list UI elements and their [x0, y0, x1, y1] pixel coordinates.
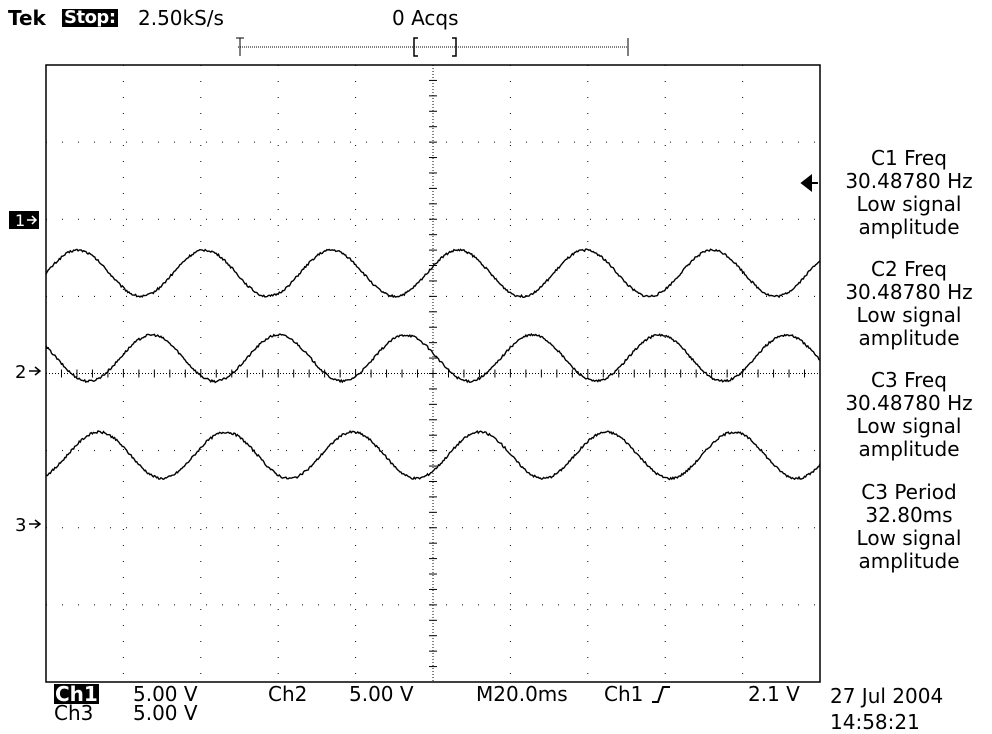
measurement-value: 30.48780 Hz	[845, 169, 973, 193]
channel-1-trace	[45, 248, 821, 299]
measurement-c1-freq: C1 Freq 30.48780 Hz Low signal amplitude	[826, 147, 992, 239]
measurement-value: 30.48780 Hz	[845, 391, 973, 415]
measurement-c2-freq: C2 Freq 30.48780 Hz Low signal amplitude	[826, 258, 992, 350]
measurement-status: Low signal	[856, 303, 962, 327]
sample-rate: 2.50kS/s	[138, 6, 224, 30]
graticule-grid	[45, 64, 821, 683]
measurement-status: Low signal	[856, 414, 962, 438]
measurement-status: Low signal	[856, 192, 962, 216]
measurement-status: amplitude	[858, 326, 960, 350]
waveform-traces	[45, 248, 821, 481]
timebase: M20.0ms	[476, 682, 568, 706]
channel-1-marker: 1	[9, 211, 39, 230]
channel-2-marker: 2	[15, 362, 42, 383]
ch1-scale: 5.00 V	[133, 682, 198, 706]
rising-edge-icon	[652, 686, 670, 703]
acquisition-count: 0 Acqs	[392, 6, 459, 30]
trigger-level: 2.1 V	[748, 682, 800, 706]
measurement-c3-freq: C3 Freq 30.48780 Hz Low signal amplitude	[826, 369, 992, 461]
record-position-bar	[236, 37, 629, 57]
measurement-title: C2 Freq	[871, 257, 947, 281]
channel-2-trace	[45, 332, 821, 384]
ch3-label: Ch3	[54, 701, 94, 725]
run-state-badge: Stop:	[62, 7, 118, 28]
measurement-value: 32.80ms	[865, 503, 953, 527]
measurement-status: amplitude	[858, 549, 960, 573]
trigger-level-arrow-icon	[800, 173, 818, 193]
measurement-status: Low signal	[856, 526, 962, 550]
measurement-c3-period: C3 Period 32.80ms Low signal amplitude	[826, 481, 992, 573]
channel-3-marker: 3	[15, 515, 42, 536]
date-label: 27 Jul 2004	[830, 684, 944, 708]
ch1-label: Ch1	[54, 682, 99, 706]
ch2-scale: 5.00 V	[349, 682, 414, 706]
brand-label: Tek	[8, 6, 46, 30]
measurement-title: C3 Period	[861, 480, 957, 504]
ch2-label: Ch2	[268, 682, 308, 706]
measurement-status: amplitude	[858, 437, 960, 461]
svg-text:1: 1	[15, 211, 25, 230]
measurement-title: C3 Freq	[871, 368, 947, 392]
measurement-title: C1 Freq	[871, 146, 947, 170]
trigger-source: Ch1	[604, 682, 644, 706]
ch3-scale: 5.00 V	[133, 701, 198, 725]
channel-3-trace	[45, 429, 821, 481]
measurement-status: amplitude	[858, 215, 960, 239]
svg-text:3: 3	[15, 515, 26, 536]
svg-text:2: 2	[15, 362, 26, 383]
measurement-value: 30.48780 Hz	[845, 280, 973, 304]
time-label: 14:58:21	[830, 710, 920, 734]
